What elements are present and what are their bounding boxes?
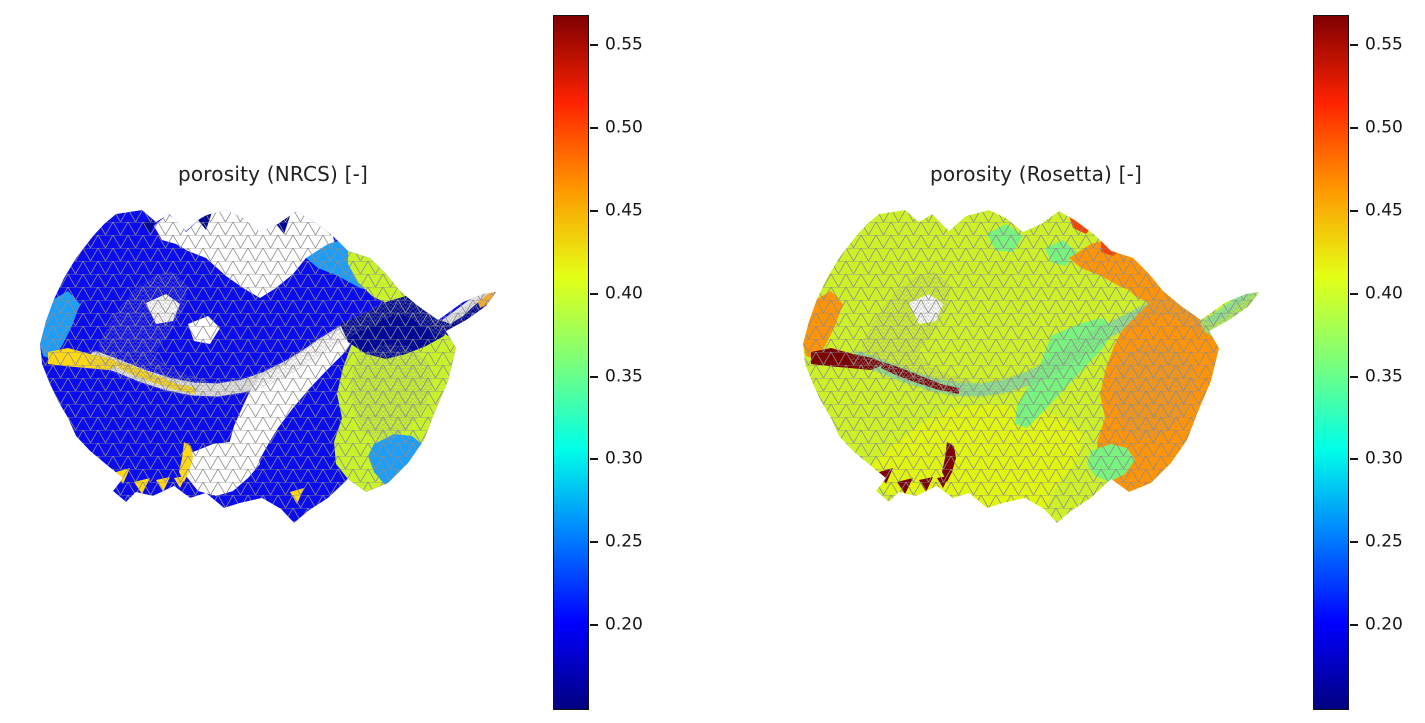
colorbar-tick bbox=[1350, 458, 1358, 461]
colorbar-tick-label: 0.35 bbox=[605, 366, 643, 387]
colorbar-tick-label: 0.50 bbox=[1365, 117, 1403, 138]
colorbar-gradient bbox=[553, 15, 589, 710]
colorbar-tick-label: 0.25 bbox=[1365, 531, 1403, 552]
watershed-mesh-nrcs bbox=[40, 210, 496, 523]
colorbar-tick-label: 0.20 bbox=[1365, 614, 1403, 635]
colorbar-tick bbox=[590, 375, 598, 378]
colorbar-tick bbox=[1350, 292, 1358, 295]
fine-mesh-area bbox=[350, 344, 433, 441]
colorbar-tick bbox=[1350, 375, 1358, 378]
colorbar-tick bbox=[590, 209, 598, 212]
colorbar-tick-label: 0.55 bbox=[605, 34, 643, 55]
colorbar-tick bbox=[1350, 541, 1358, 544]
colorbar-tick bbox=[590, 458, 598, 461]
watershed-mesh-rosetta bbox=[803, 210, 1259, 523]
colorbar-tick-label: 0.50 bbox=[605, 117, 643, 138]
colorbar-tick-label: 0.45 bbox=[605, 200, 643, 221]
panel-title-rosetta: porosity (Rosetta) [-] bbox=[929, 162, 1143, 186]
colorbar-tick-label: 0.40 bbox=[1365, 283, 1403, 304]
colorbar-tick bbox=[1350, 44, 1358, 46]
mesh-plot-nrcs bbox=[40, 210, 496, 523]
colorbar-tick bbox=[590, 44, 598, 46]
colorbar-tick bbox=[590, 624, 598, 627]
colorbar-tick-label: 0.20 bbox=[605, 614, 643, 635]
panel-title-nrcs: porosity (NRCS) [-] bbox=[177, 162, 369, 186]
fine-mesh-area bbox=[1113, 344, 1196, 441]
colorbar-tick-label: 0.40 bbox=[605, 283, 643, 304]
fine-mesh-area bbox=[98, 271, 208, 392]
colorbar-tick bbox=[1350, 624, 1358, 627]
colorbar-tick-label: 0.55 bbox=[1365, 34, 1403, 55]
fine-mesh-area bbox=[861, 271, 971, 392]
colorbar-tick bbox=[1350, 126, 1358, 129]
colorbar-tick bbox=[590, 541, 598, 544]
colorbar-tick-label: 0.30 bbox=[605, 449, 643, 470]
colorbar-tick-label: 0.30 bbox=[1365, 449, 1403, 470]
colorbar-gradient bbox=[1313, 15, 1349, 710]
fine-mesh-area bbox=[1194, 290, 1258, 329]
colorbar-tick-label: 0.35 bbox=[1365, 366, 1403, 387]
colorbar-tick bbox=[1350, 209, 1358, 212]
fine-mesh-area bbox=[431, 290, 495, 329]
colorbar-tick bbox=[590, 126, 598, 129]
colorbar-rosetta: 0.55 0.50 0.45 0.40 0.35 0.30 0.25 0.20 bbox=[1313, 15, 1425, 710]
mesh-plot-rosetta bbox=[803, 210, 1259, 523]
colorbar-tick-label: 0.45 bbox=[1365, 200, 1403, 221]
colorbar-tick bbox=[590, 292, 598, 295]
colorbar-tick-label: 0.25 bbox=[605, 531, 643, 552]
colorbar-nrcs: 0.55 0.50 0.45 0.40 0.35 0.30 0.25 0.20 bbox=[553, 15, 683, 710]
